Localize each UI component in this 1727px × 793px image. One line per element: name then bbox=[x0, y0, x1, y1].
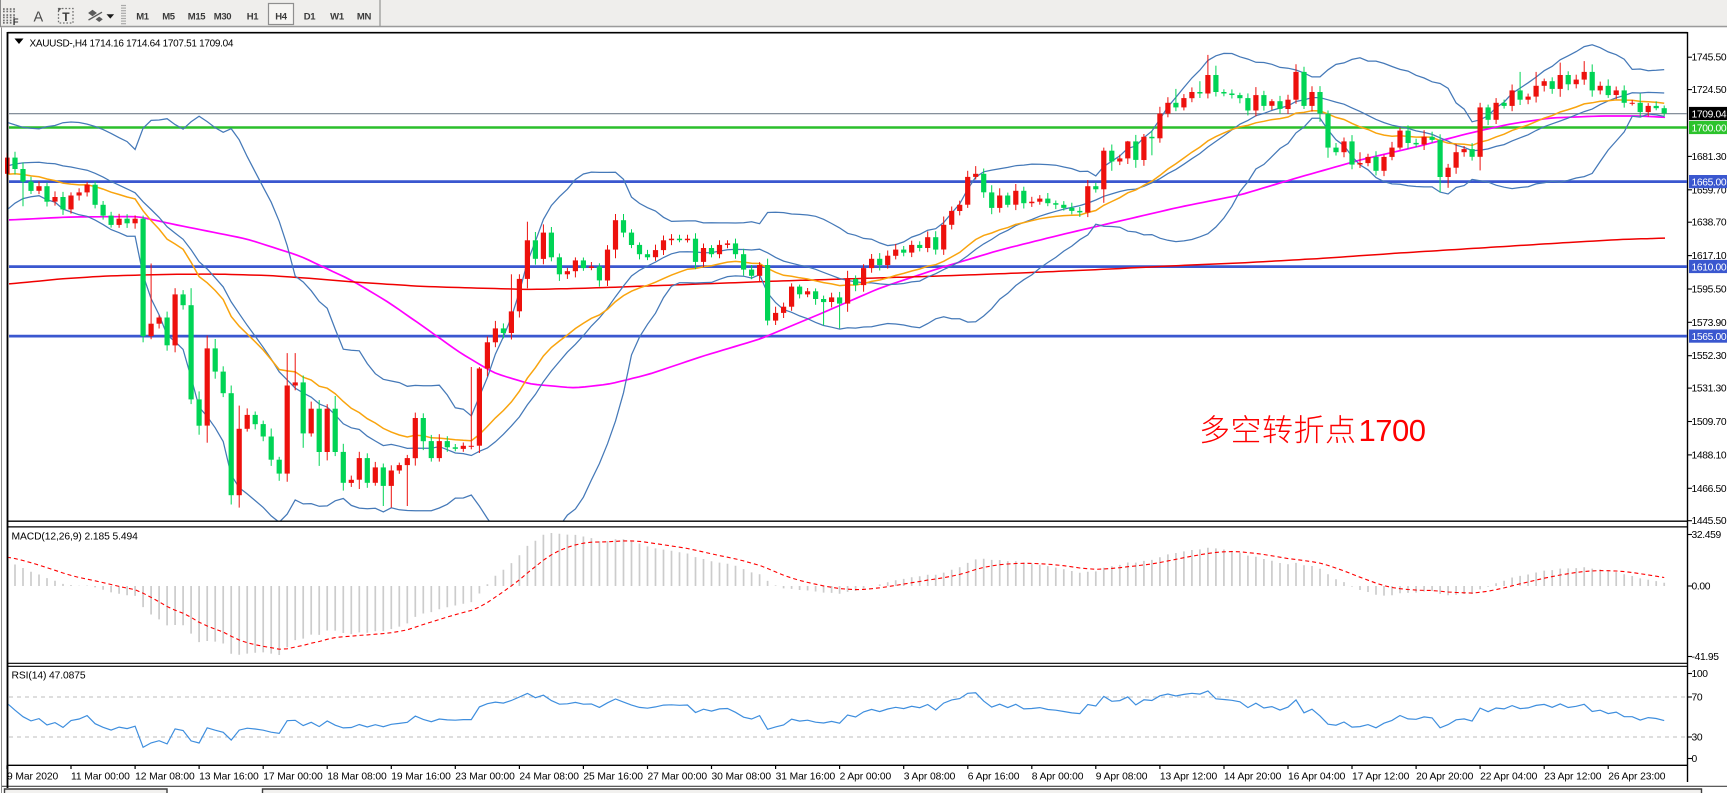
svg-text:XAUUSD-,H4 1714.16 1714.64 17: XAUUSD-,H4 1714.16 1714.64 1707.51 1709.… bbox=[30, 39, 234, 50]
svg-text:1709.04: 1709.04 bbox=[1692, 109, 1727, 120]
svg-text:1531.30: 1531.30 bbox=[1692, 384, 1727, 395]
svg-text:16 Apr 04:00: 16 Apr 04:00 bbox=[1288, 772, 1346, 783]
svg-text:100: 100 bbox=[1692, 669, 1709, 680]
svg-text:32.459: 32.459 bbox=[1692, 530, 1722, 541]
svg-text:1659.70: 1659.70 bbox=[1692, 185, 1727, 196]
svg-text:1638.70: 1638.70 bbox=[1692, 218, 1727, 229]
svg-text:M15: M15 bbox=[188, 11, 207, 22]
svg-text:1488.10: 1488.10 bbox=[1692, 450, 1727, 461]
svg-text:3 Apr 08:00: 3 Apr 08:00 bbox=[904, 772, 956, 783]
svg-text:1466.50: 1466.50 bbox=[1692, 484, 1727, 495]
svg-text:26 Apr 23:00: 26 Apr 23:00 bbox=[1608, 772, 1666, 783]
svg-text:M5: M5 bbox=[162, 11, 176, 22]
svg-text:1565.00: 1565.00 bbox=[1692, 332, 1727, 343]
svg-text:19 Mar 16:00: 19 Mar 16:00 bbox=[391, 772, 451, 783]
svg-text:1617.10: 1617.10 bbox=[1692, 251, 1727, 262]
svg-text:1573.90: 1573.90 bbox=[1692, 318, 1727, 329]
svg-text:6 Apr 16:00: 6 Apr 16:00 bbox=[968, 772, 1020, 783]
svg-text:1665.00: 1665.00 bbox=[1692, 177, 1727, 188]
svg-text:W1: W1 bbox=[330, 11, 345, 22]
svg-text:RSI(14) 47.0875: RSI(14) 47.0875 bbox=[12, 671, 86, 682]
svg-text:1745.50: 1745.50 bbox=[1692, 53, 1727, 64]
svg-text:20 Apr 20:00: 20 Apr 20:00 bbox=[1416, 772, 1474, 783]
svg-text:70: 70 bbox=[1692, 693, 1703, 704]
svg-text:12 Mar 08:00: 12 Mar 08:00 bbox=[135, 772, 195, 783]
svg-text:17 Apr 12:00: 17 Apr 12:00 bbox=[1352, 772, 1410, 783]
svg-text:1681.30: 1681.30 bbox=[1692, 152, 1727, 163]
svg-text:0.00: 0.00 bbox=[1692, 582, 1711, 593]
svg-text:D1: D1 bbox=[304, 11, 317, 22]
svg-text:A: A bbox=[34, 10, 44, 26]
svg-text:1700: 1700 bbox=[1359, 413, 1426, 448]
svg-text:24 Mar 08:00: 24 Mar 08:00 bbox=[519, 772, 579, 783]
svg-text:M1: M1 bbox=[136, 11, 150, 22]
svg-text:M30: M30 bbox=[214, 11, 232, 22]
svg-text:17 Mar 00:00: 17 Mar 00:00 bbox=[263, 772, 323, 783]
svg-text:F: F bbox=[13, 17, 19, 28]
svg-text:1724.50: 1724.50 bbox=[1692, 85, 1727, 96]
svg-text:13 Mar 16:00: 13 Mar 16:00 bbox=[199, 772, 259, 783]
svg-text:2 Apr 00:00: 2 Apr 00:00 bbox=[840, 772, 892, 783]
svg-text:13 Apr 12:00: 13 Apr 12:00 bbox=[1160, 772, 1218, 783]
svg-text:1509.70: 1509.70 bbox=[1692, 417, 1727, 428]
svg-text:9 Mar 2020: 9 Mar 2020 bbox=[7, 772, 58, 783]
svg-text:25 Mar 16:00: 25 Mar 16:00 bbox=[583, 772, 643, 783]
svg-text:14 Apr 20:00: 14 Apr 20:00 bbox=[1224, 772, 1282, 783]
svg-text:31 Mar 16:00: 31 Mar 16:00 bbox=[776, 772, 836, 783]
svg-text:11 Mar 00:00: 11 Mar 00:00 bbox=[71, 772, 130, 783]
svg-text:1552.30: 1552.30 bbox=[1692, 351, 1727, 362]
svg-text:H4: H4 bbox=[275, 11, 288, 22]
svg-text:H1: H1 bbox=[247, 11, 260, 22]
svg-text:23 Apr 12:00: 23 Apr 12:00 bbox=[1544, 772, 1602, 783]
svg-text:23 Mar 00:00: 23 Mar 00:00 bbox=[455, 772, 515, 783]
svg-text:18 Mar 08:00: 18 Mar 08:00 bbox=[327, 772, 387, 783]
svg-text:22 Apr 04:00: 22 Apr 04:00 bbox=[1480, 772, 1538, 783]
svg-text:1700.00: 1700.00 bbox=[1692, 123, 1727, 134]
svg-text:1445.50: 1445.50 bbox=[1692, 516, 1727, 527]
svg-text:T: T bbox=[62, 10, 70, 24]
svg-text:1595.50: 1595.50 bbox=[1692, 285, 1727, 296]
svg-text:1610.00: 1610.00 bbox=[1692, 262, 1727, 273]
svg-text:27 Mar 00:00: 27 Mar 00:00 bbox=[648, 772, 708, 783]
svg-text:9 Apr 08:00: 9 Apr 08:00 bbox=[1096, 772, 1148, 783]
svg-text:8 Apr 00:00: 8 Apr 00:00 bbox=[1032, 772, 1084, 783]
svg-text:MN: MN bbox=[357, 11, 372, 22]
svg-text:30: 30 bbox=[1692, 733, 1703, 744]
svg-text:MACD(12,26,9) 2.185 5.494: MACD(12,26,9) 2.185 5.494 bbox=[12, 532, 139, 543]
svg-text:30 Mar 08:00: 30 Mar 08:00 bbox=[712, 772, 772, 783]
svg-text:0: 0 bbox=[1692, 754, 1698, 765]
svg-text:-41.95: -41.95 bbox=[1692, 652, 1720, 663]
